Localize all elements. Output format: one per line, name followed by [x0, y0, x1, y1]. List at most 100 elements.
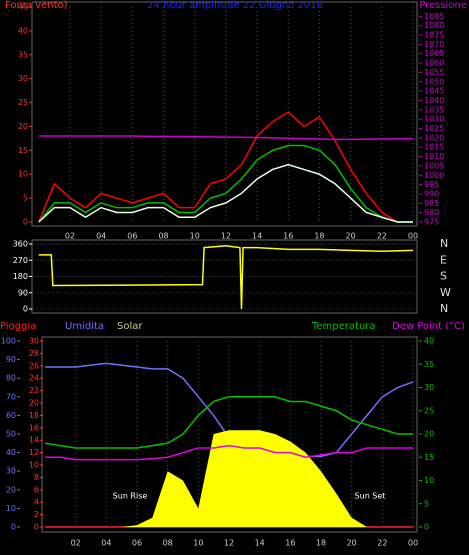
- annotation: Sun Set: [355, 492, 386, 501]
- series-line: [38, 135, 414, 141]
- series-line: [38, 163, 413, 223]
- y3-tick-label: 4: [34, 498, 39, 507]
- y2-tick-label: 1025: [424, 124, 444, 133]
- y2-tick-label: 1035: [424, 105, 444, 114]
- compass-label: E: [440, 253, 447, 266]
- legend-label: Umidita: [65, 321, 104, 332]
- y2-tick-label: 15: [424, 453, 434, 462]
- y-tick-label: 30: [6, 467, 16, 476]
- x-tick-label: 12: [221, 232, 231, 241]
- x-tick-label: 16: [285, 539, 295, 548]
- series-line: [38, 245, 414, 310]
- y-tick-label: 60: [6, 411, 16, 420]
- series-line: [38, 144, 413, 223]
- y-tick-label: 10: [6, 504, 16, 513]
- y2-tick-label: 1030: [424, 115, 444, 124]
- plot-frame: [31, 1, 418, 227]
- x-tick-label: 00: [408, 539, 418, 548]
- y-tick-label: 0: [23, 218, 28, 227]
- series-line: [45, 444, 413, 461]
- y2-tick-label: 40: [424, 337, 434, 346]
- y3-tick-label: 10: [29, 461, 39, 470]
- x-tick-label: 18: [316, 539, 326, 548]
- y2-tick-label: 1010: [424, 152, 444, 161]
- x-tick-label: 00: [408, 232, 418, 241]
- y-tick-label: 360: [13, 240, 28, 249]
- y-tick-label: 180: [13, 272, 28, 281]
- x-tick-label: 04: [96, 232, 106, 241]
- y-tick-label: 45: [18, 3, 28, 12]
- x-tick-label: 02: [71, 539, 81, 548]
- y3-tick-label: 28: [29, 349, 39, 358]
- y2-tick-label: 20: [424, 430, 434, 439]
- annotation: Sun Rise: [113, 492, 148, 501]
- y2-tick-label: 5: [424, 499, 429, 508]
- x-tick-label: 10: [193, 539, 203, 548]
- compass-label: N: [440, 302, 448, 315]
- series-line: [38, 111, 413, 223]
- series-line: [44, 396, 413, 449]
- legend-label: Dew Point (°C): [392, 321, 465, 332]
- y2-tick-label: 980: [424, 208, 439, 217]
- x-tick-label: 06: [132, 539, 142, 548]
- y-tick-label: 270: [13, 256, 28, 265]
- y2-tick-label: 1065: [424, 49, 444, 58]
- y3-tick-label: 24: [29, 374, 39, 383]
- x-tick-label: 14: [255, 539, 265, 548]
- y2-tick-label: 1040: [424, 96, 444, 105]
- legend-label: Temperatura: [311, 321, 376, 332]
- y-tick-label: 90: [6, 355, 16, 364]
- legend-label: Solar: [117, 321, 143, 332]
- y-tick-label: 10: [18, 170, 28, 179]
- y-tick-label: 80: [6, 374, 16, 383]
- y-tick-label: 0: [11, 523, 16, 532]
- y-tick-label: 20: [18, 122, 28, 131]
- y-tick-label: 5: [23, 194, 28, 203]
- y-tick-label: 50: [6, 430, 16, 439]
- x-tick-label: 10: [190, 232, 200, 241]
- compass-label: S: [440, 270, 447, 283]
- y2-tick-label: 1050: [424, 77, 444, 86]
- x-tick-label: 18: [314, 232, 324, 241]
- chart-title: 24 hour amplitude 22 Giugno 2016: [147, 0, 323, 11]
- y2-tick-label: 985: [424, 199, 439, 208]
- y-tick-label: 100: [1, 337, 16, 346]
- compass-label: N: [440, 237, 448, 250]
- y2-tick-label: 30: [424, 383, 434, 392]
- x-tick-label: 22: [377, 232, 387, 241]
- y-axis-label: Forza vento): [5, 0, 68, 11]
- x-tick-label: 08: [158, 232, 168, 241]
- y3-tick-label: 16: [29, 423, 39, 432]
- y2-tick-label: 1055: [424, 68, 444, 77]
- y2-tick-label: 1020: [424, 133, 444, 142]
- x-tick-label: 22: [377, 539, 387, 548]
- y-tick-label: 35: [18, 50, 28, 59]
- y3-tick-label: 0: [34, 523, 39, 532]
- x-tick-label: 12: [224, 539, 234, 548]
- y3-tick-label: 22: [29, 386, 39, 395]
- y-tick-label: 15: [18, 146, 28, 155]
- y3-tick-label: 12: [29, 448, 39, 457]
- y-tick-label: 25: [18, 98, 28, 107]
- y2-tick-label: 1085: [424, 12, 444, 21]
- y-tick-label: 70: [6, 392, 16, 401]
- y-tick-label: 40: [18, 26, 28, 35]
- y-tick-label: 90: [18, 288, 28, 297]
- x-tick-label: 04: [101, 539, 111, 548]
- y-tick-label: 0: [23, 305, 28, 314]
- x-tick-label: 02: [65, 232, 75, 241]
- y2-tick-label: 10: [424, 476, 434, 485]
- x-tick-label: 14: [252, 232, 262, 241]
- y-tick-label: 30: [18, 74, 28, 83]
- y3-tick-label: 8: [34, 473, 39, 482]
- y2-tick-label: 1005: [424, 161, 444, 170]
- x-tick-label: 20: [346, 232, 356, 241]
- y2-tick-label: 995: [424, 180, 439, 189]
- y2-tick-label: 1070: [424, 40, 444, 49]
- y2-tick-label: 990: [424, 189, 439, 198]
- x-tick-label: 06: [127, 232, 137, 241]
- plot-frame: [41, 336, 418, 533]
- x-tick-label: 20: [347, 539, 357, 548]
- x-tick-label: 08: [163, 539, 173, 548]
